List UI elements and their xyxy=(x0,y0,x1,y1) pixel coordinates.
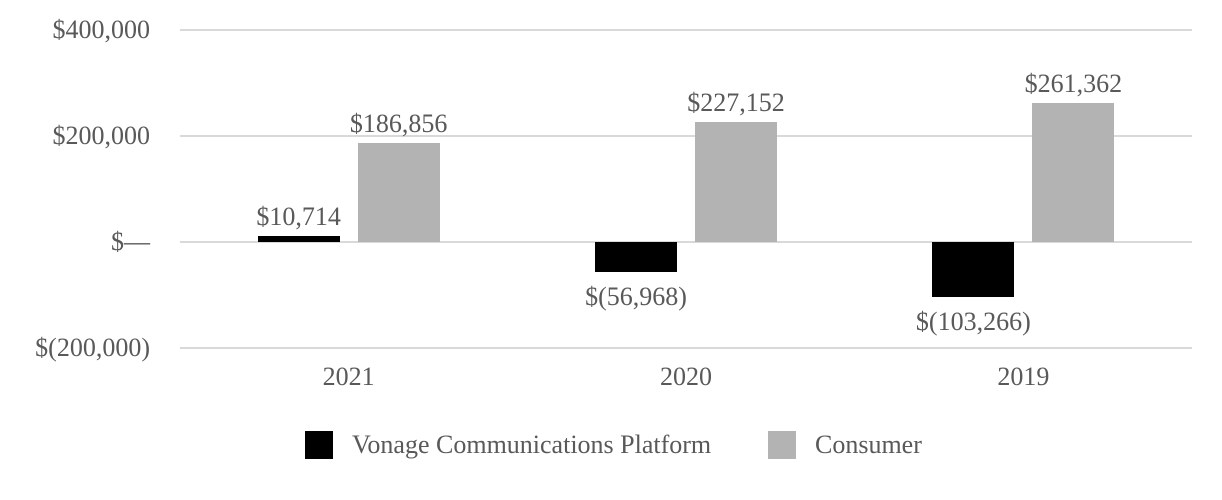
legend-item-vonage-communications-platform: Vonage Communications Platform xyxy=(305,430,711,459)
y-axis-label--200000: $(200,000) xyxy=(35,333,150,362)
bar-label-consumer-2021: $186,856 xyxy=(349,108,448,138)
x-axis-label-2020: 2020 xyxy=(660,362,712,391)
x-axis-label-2019: 2019 xyxy=(997,362,1050,391)
bar-label-vonage-communications-platform-2021: $10,714 xyxy=(256,202,341,232)
gridline-400000 xyxy=(180,29,1192,31)
bar-vonage-communications-platform-2019 xyxy=(932,242,1015,297)
legend-swatch-vonage-communications-platform xyxy=(305,430,333,459)
bar-vonage-communications-platform-2020 xyxy=(595,242,677,273)
bar-consumer-2021 xyxy=(357,142,440,242)
legend-swatch-consumer xyxy=(768,430,796,459)
x-axis-label-2021: 2021 xyxy=(322,362,375,391)
y-axis-label-0: $— xyxy=(111,227,150,256)
bar-label-consumer-2019: $261,362 xyxy=(1024,69,1123,99)
gridline-200000 xyxy=(180,135,1192,137)
bar-label-vonage-communications-platform-2020: $(56,968) xyxy=(585,282,687,312)
bar-vonage-communications-platform-2021 xyxy=(257,236,340,242)
y-axis-label-200000: $200,000 xyxy=(52,121,151,150)
legend-label-vonage-communications-platform: Vonage Communications Platform xyxy=(352,430,712,459)
legend-item-consumer: Consumer xyxy=(768,430,922,459)
legend-label-consumer: Consumer xyxy=(815,430,922,459)
gridline--200000 xyxy=(180,347,1192,349)
bar-label-vonage-communications-platform-2019: $(103,266) xyxy=(915,306,1031,336)
y-axis-label-400000: $400,000 xyxy=(52,15,151,44)
bar-consumer-2019 xyxy=(1032,103,1115,242)
bar-consumer-2020 xyxy=(695,121,777,242)
bar-label-consumer-2020: $227,152 xyxy=(687,87,785,117)
gridline-0 xyxy=(180,241,1192,243)
